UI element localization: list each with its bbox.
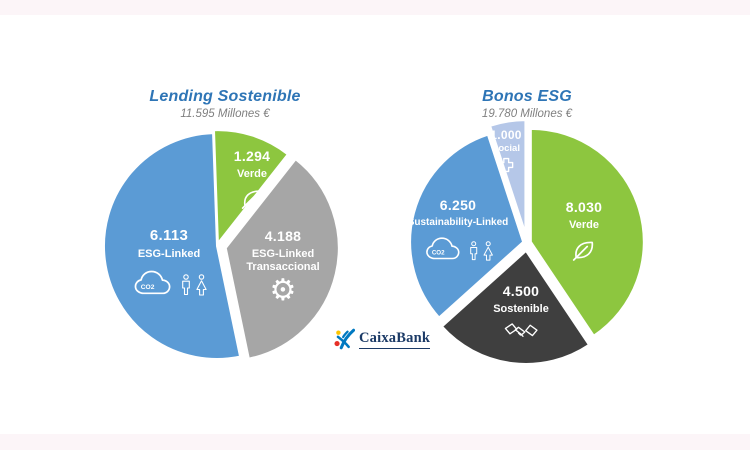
slice-label-esg-linked-transaccional: 4.188 ESG-Linked Transaccional ⚙ [233, 228, 333, 306]
slice-label-verde-lending: 1.294 Verde [234, 148, 271, 211]
slice-label-sustainability-linked: 6.250 Sustainability-Linked CO2 [407, 197, 509, 261]
bottom-border-band [0, 434, 750, 450]
top-border-band [0, 0, 750, 15]
leaf-icon [241, 190, 262, 210]
female-person-icon [483, 241, 493, 261]
female-person-icon [196, 273, 207, 296]
slice-name: Social [492, 143, 520, 154]
pie-chart-lending-sostenible [102, 129, 340, 360]
male-person-icon [182, 273, 190, 295]
slice-name: Verde [569, 218, 599, 231]
pie-slice-esg-linked [102, 132, 242, 360]
chart-title-bonos-esg: Bonos ESG [482, 88, 572, 105]
slice-value: 1.294 [233, 148, 271, 164]
slice-label-esg-linked: 6.113 ESG-Linked CO2 [131, 227, 208, 296]
slice-value: 4.188 [264, 228, 302, 244]
pie-slice-verde [529, 127, 645, 337]
pie-slice-verde [212, 129, 289, 245]
co2-cloud-and-people-icon: CO2 [131, 267, 208, 296]
pie-slice-sustainability-linked [409, 133, 525, 319]
co2-cloud-icon: CO2 [425, 237, 460, 260]
pie-slice-social [489, 119, 527, 235]
chart-subtitle-bonos-total: 19.780 Millones € [481, 108, 573, 120]
slice-label-verde-bonos: 8.030 Verde [566, 199, 603, 263]
slice-name: ESG-Linked Transaccional [246, 247, 320, 273]
slice-name: ESG-Linked [137, 247, 201, 260]
male-person-icon [469, 241, 477, 261]
co2-cloud-and-people-icon: CO2 [422, 234, 493, 261]
chart-subtitle-lending-total: 11.595 Millones € [180, 108, 270, 120]
svg-text:CO2: CO2 [141, 284, 155, 291]
slice-label-sostenible: 4.500 Sostenible [493, 283, 549, 343]
slice-name: Sustainability-Linked [407, 216, 509, 228]
slice-value: 4.500 [502, 283, 540, 299]
slice-value: 6.250 [439, 197, 477, 213]
slice-value: 6.113 [149, 227, 189, 244]
caixabank-logo: CaixaBank [334, 328, 431, 350]
gear-icon: ⚙ [269, 272, 297, 308]
co2-cloud-icon: CO2 [134, 270, 171, 294]
chart-title-lending-sostenible: Lending Sostenible [149, 88, 301, 105]
pie-slice-sostenible [440, 249, 590, 365]
caixabank-logo-text: CaixaBank [359, 330, 431, 349]
handshake-icon [504, 323, 538, 338]
svg-text:CO2: CO2 [432, 250, 445, 257]
pie-slice-esg-linked-transaccional [224, 158, 340, 360]
slice-name: Verde [237, 167, 267, 180]
leaf-icon [573, 241, 594, 262]
medical-cross-icon [498, 157, 514, 172]
slice-label-social: 1.000 Social [490, 128, 522, 173]
slice-value: 8.030 [565, 199, 603, 215]
slice-value: 1.000 [490, 128, 522, 142]
slice-name: Sostenible [493, 302, 549, 315]
caixabank-star-icon [334, 328, 355, 350]
pie-chart-bonos-esg [409, 119, 645, 365]
